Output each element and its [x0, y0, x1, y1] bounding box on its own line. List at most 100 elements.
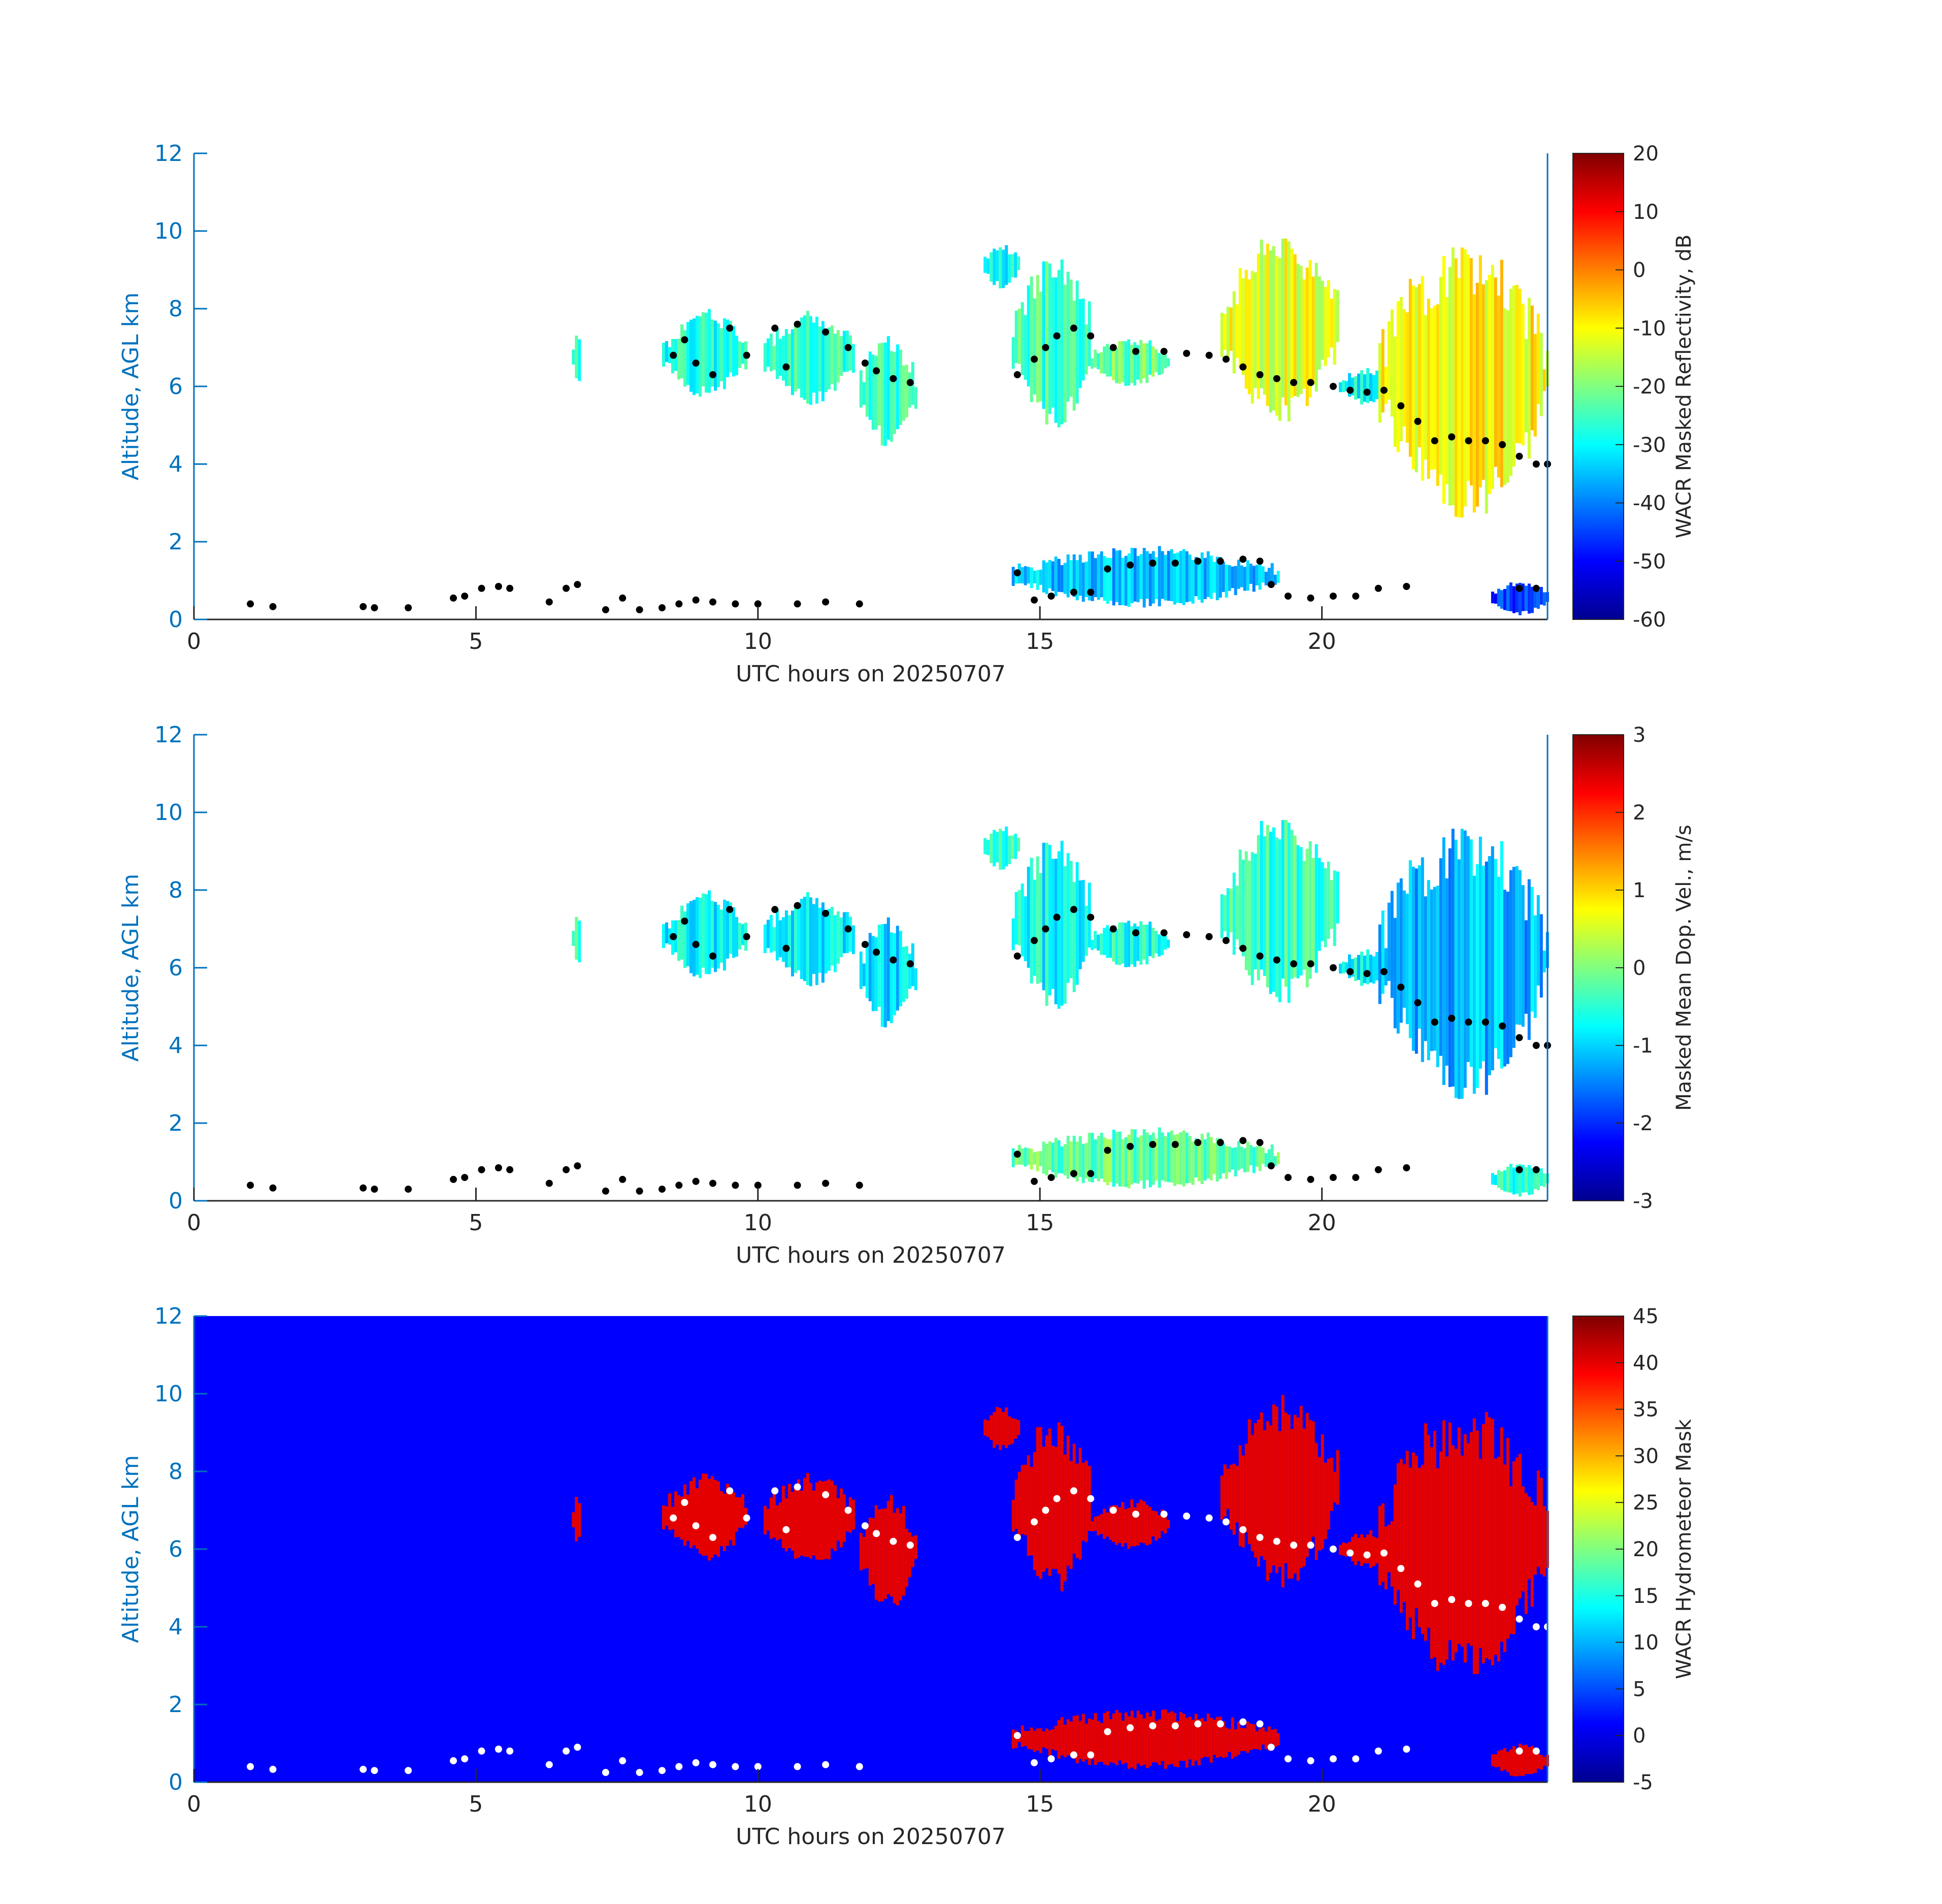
marker-point: [359, 603, 367, 610]
marker-point: [1031, 355, 1038, 363]
cloud-column: [797, 1479, 800, 1558]
cloud-column: [1488, 1417, 1491, 1660]
cloud-column: [1024, 1464, 1027, 1535]
cloud-column: [1247, 861, 1251, 976]
cloud-column: [877, 343, 881, 425]
cloud-column: [800, 899, 803, 979]
cloud-column: [1112, 347, 1115, 380]
marker-point: [1171, 560, 1179, 567]
panel-reflectivity: 0 2 4 6 8 10 12 0 5 10 15 20 UTC hours on 20250707 Al…: [118, 141, 1696, 687]
cloud-column: [1261, 566, 1265, 583]
cloud-column: [890, 1495, 893, 1597]
cloud-column: [1142, 1501, 1146, 1544]
cloud-column: [1536, 590, 1540, 609]
cloud-column: [1269, 250, 1272, 413]
marker-point: [1087, 1751, 1095, 1759]
cloud-column: [1500, 841, 1503, 1069]
cloud-column: [1075, 560, 1079, 601]
cloud-column: [845, 1508, 849, 1532]
cloud-column: [1118, 1131, 1122, 1187]
cloud-column: [1237, 1141, 1240, 1170]
cloud-column: [729, 1488, 732, 1540]
cloud-column: [1273, 1156, 1277, 1166]
cloud-column: [781, 917, 785, 962]
cloud-region: [662, 1473, 747, 1561]
marker-point: [1070, 906, 1077, 913]
cloud-column: [1223, 895, 1227, 932]
cloud-region: [763, 1473, 855, 1560]
cloud-column: [1411, 285, 1415, 470]
cloud-column: [1527, 879, 1531, 1040]
cloud-column: [1182, 549, 1186, 605]
cloud-column: [711, 901, 714, 968]
cloud-column: [1161, 551, 1164, 599]
marker-point: [1013, 569, 1021, 577]
cloud-column: [1249, 564, 1253, 584]
cloud-column: [1430, 889, 1433, 1052]
cloud-column: [1136, 926, 1140, 961]
colorbar-tick-label: 3: [1633, 724, 1645, 747]
cloud-column: [1276, 571, 1280, 583]
cloud-column: [886, 917, 890, 1021]
cloud-column: [1033, 571, 1036, 583]
cloud-column: [696, 1488, 699, 1549]
cloud-column: [996, 1407, 999, 1445]
cloud-column: [1497, 1751, 1500, 1767]
cloud-column: [1267, 568, 1271, 584]
cloud-column: [1042, 1731, 1045, 1748]
cloud-column: [680, 905, 683, 960]
cloud-column: [1506, 1751, 1509, 1772]
cloud-column: [1130, 1499, 1134, 1547]
cloud-column: [800, 317, 803, 398]
marker-point: [1516, 1166, 1523, 1173]
cloud-column: [1072, 1443, 1076, 1554]
cloud-column: [1542, 1173, 1546, 1187]
marker-point: [1352, 1755, 1360, 1763]
cloud-column: [1075, 280, 1079, 404]
cloud-region: [1011, 1127, 1280, 1189]
cloud-column: [815, 316, 818, 404]
cloud-column: [1103, 1508, 1106, 1539]
marker-point: [659, 604, 666, 611]
cloud-column: [865, 1524, 869, 1568]
cloud-column: [890, 932, 893, 1024]
marker-point: [1013, 371, 1021, 378]
cloud-column: [1275, 837, 1278, 997]
cloud-column: [1252, 1147, 1256, 1173]
cloud-column: [1106, 557, 1109, 604]
cloud-column: [899, 1513, 902, 1600]
marker-point: [563, 1166, 570, 1173]
cloud-column: [1112, 1505, 1115, 1542]
marker-point: [1346, 1549, 1354, 1557]
marker-point: [822, 598, 830, 606]
marker-point: [794, 320, 801, 328]
cloud-column: [723, 318, 726, 389]
cloud-column: [1225, 1146, 1228, 1179]
cloud-column: [1011, 918, 1015, 950]
marker-point: [1205, 351, 1213, 359]
colorbar-tick-label: 5: [1633, 1678, 1645, 1701]
cloud-column: [1127, 339, 1131, 386]
cloud-column: [1191, 1141, 1195, 1185]
cloud-column: [1287, 823, 1291, 1003]
cloud-column: [1247, 279, 1251, 395]
cloud-column: [824, 1481, 828, 1559]
cloud-column: [1402, 1464, 1406, 1602]
marker-point: [822, 909, 830, 917]
marker-point: [1205, 933, 1213, 940]
cloud-column: [905, 365, 908, 418]
cloud-column: [1069, 861, 1073, 978]
cloud-column: [836, 1498, 840, 1541]
cloud-column: [1225, 565, 1228, 598]
marker-point: [269, 603, 277, 610]
cloud-column: [1094, 931, 1097, 949]
marker-point: [1516, 1034, 1523, 1041]
marker-point: [1431, 437, 1438, 445]
cloud-column: [1118, 922, 1122, 965]
cloud-region: [983, 245, 1021, 288]
marker-point: [1532, 584, 1540, 592]
cloud-column: [1469, 839, 1473, 1067]
cloud-column: [1237, 1722, 1240, 1755]
cloud-column: [1384, 948, 1388, 986]
